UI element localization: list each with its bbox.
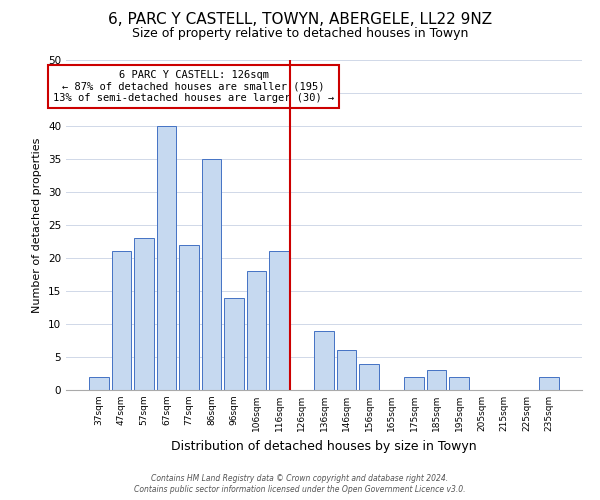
Bar [449,377,469,390]
Text: Contains HM Land Registry data © Crown copyright and database right 2024.
Contai: Contains HM Land Registry data © Crown c… [134,474,466,494]
Text: Size of property relative to detached houses in Towyn: Size of property relative to detached ho… [132,28,468,40]
Bar [134,238,154,390]
Bar [314,330,334,390]
Bar [224,298,244,390]
Bar [157,126,176,390]
Text: 6, PARC Y CASTELL, TOWYN, ABERGELE, LL22 9NZ: 6, PARC Y CASTELL, TOWYN, ABERGELE, LL22… [108,12,492,28]
Bar [179,245,199,390]
Bar [202,159,221,390]
Bar [269,252,289,390]
Y-axis label: Number of detached properties: Number of detached properties [32,138,43,312]
Bar [427,370,446,390]
Bar [539,377,559,390]
Bar [112,252,131,390]
Bar [89,377,109,390]
Bar [404,377,424,390]
X-axis label: Distribution of detached houses by size in Towyn: Distribution of detached houses by size … [171,440,477,452]
Text: 6 PARC Y CASTELL: 126sqm
← 87% of detached houses are smaller (195)
13% of semi-: 6 PARC Y CASTELL: 126sqm ← 87% of detach… [53,70,334,103]
Bar [359,364,379,390]
Bar [337,350,356,390]
Bar [247,271,266,390]
